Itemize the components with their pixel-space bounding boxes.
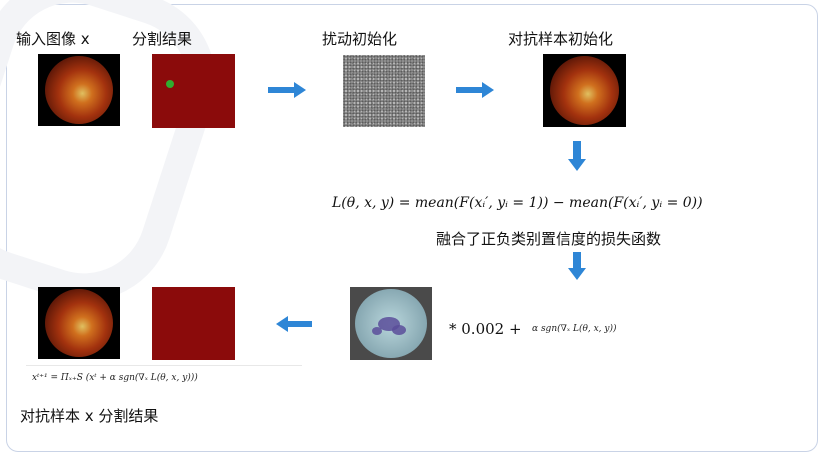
loss-description: 融合了正负类别置信度的损失函数 [436, 230, 662, 248]
arrow-down-2 [568, 252, 586, 280]
input-fundus-image [38, 54, 120, 126]
adversarial-init-image [543, 54, 626, 127]
segmentation-label: 分割结果 [132, 30, 193, 48]
sign-gradient-term: α sgn(∇ₓ L(θ, x, y)) [532, 324, 617, 334]
update-formula: xᵗ⁺¹ = Πₓ₊S (xᵗ + α sgn(∇ₓ L(θ, x, y))) [32, 373, 198, 383]
perturbation-image [350, 287, 432, 360]
perturbation-init-label: 扰动初始化 [322, 30, 398, 48]
adversarial-result-label: 对抗样本 x 分割结果 [20, 407, 159, 425]
input-image-label: 输入图像 x [16, 30, 90, 48]
arrow-right-2 [456, 82, 494, 98]
update-formula-box [26, 365, 302, 393]
step-coefficient: * 0.002 + [449, 320, 522, 338]
adversarial-fundus-image [38, 287, 120, 359]
segmentation-mask [152, 54, 235, 128]
adversarial-init-label: 对抗样本初始化 [508, 30, 614, 48]
arrow-down-1 [568, 141, 586, 171]
noise-init-image [343, 55, 425, 127]
adversarial-segmentation-mask [152, 287, 235, 360]
arrow-left [276, 316, 312, 332]
loss-formula: L(θ, x, y) = mean(F(xᵢ′, yᵢ = 1)) − mean… [332, 195, 703, 211]
segmentation-region-marker [166, 80, 174, 88]
arrow-right-1 [268, 82, 306, 98]
